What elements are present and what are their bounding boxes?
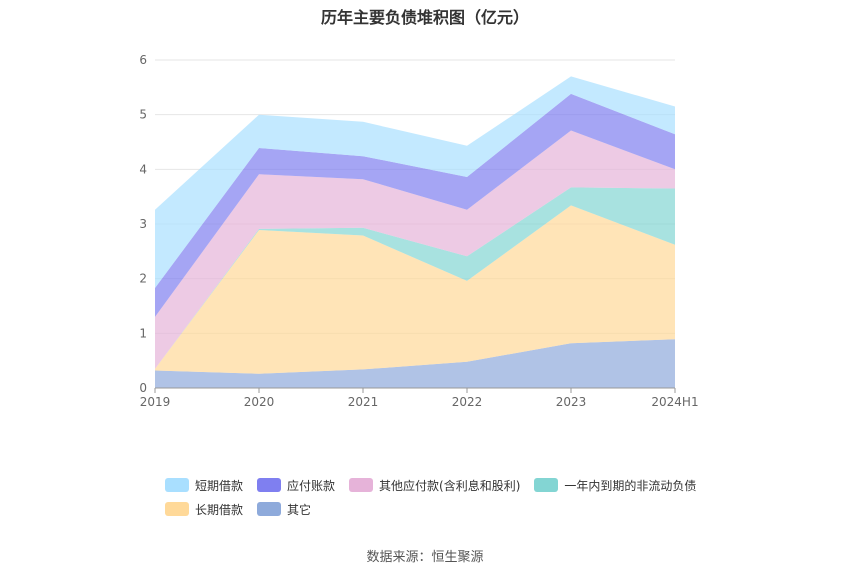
legend-item-other-payables[interactable]: 其他应付款(含利息和股利): [349, 477, 520, 494]
chart-title: 历年主要负债堆积图（亿元）: [320, 8, 529, 27]
legend-item-long-term-loan[interactable]: 长期借款: [165, 501, 243, 518]
area-series: [155, 93, 675, 317]
legend-swatch: [534, 478, 559, 492]
y-tick-label: 6: [139, 53, 147, 67]
y-tick-label: 5: [139, 108, 147, 122]
legend-item-short-term-loan[interactable]: 短期借款: [165, 477, 243, 494]
area-series: [155, 76, 675, 289]
legend-label: 其它: [287, 502, 312, 517]
x-tick-label: 2024H1: [651, 395, 698, 409]
x-tick-label: 2019: [140, 395, 171, 409]
legend: 短期借款 应付账款 其他应付款(含利息和股利) 一年内到期的非流动负债 长期借款…: [165, 473, 725, 521]
legend-swatch: [349, 478, 374, 492]
legend-item-current-noncurrent-liabilities[interactable]: 一年内到期的非流动负债: [534, 477, 696, 494]
area-series: [155, 205, 675, 374]
legend-swatch: [165, 478, 189, 492]
x-tick-label: 2021: [348, 395, 379, 409]
area-series: [155, 187, 675, 369]
area-series: [155, 130, 675, 369]
y-tick-label: 3: [139, 217, 147, 231]
y-tick-label: 2: [139, 272, 147, 286]
x-tick-label: 2023: [556, 395, 587, 409]
area-series: [155, 339, 675, 388]
legend-row-1: 短期借款 应付账款 其他应付款(含利息和股利) 一年内到期的非流动负债: [165, 473, 725, 497]
legend-swatch: [257, 478, 282, 492]
y-tick-label: 0: [139, 381, 147, 395]
legend-label: 应付账款: [287, 478, 336, 493]
y-tick-label: 4: [139, 162, 147, 176]
x-tick-label: 2020: [244, 395, 275, 409]
legend-label: 一年内到期的非流动负债: [564, 478, 697, 493]
stacked-area-chart: 0 1 2 3 4 5 6 2019 2020 2021 2022 2023 2024H1: [139, 53, 698, 409]
data-source: 数据来源：恒生聚源: [366, 550, 484, 565]
legend-label: 长期借款: [195, 502, 244, 517]
legend-row-2: 长期借款 其它: [165, 497, 725, 521]
x-tick-label: 2022: [452, 395, 483, 409]
legend-label: 其他应付款(含利息和股利): [379, 478, 521, 493]
legend-label: 短期借款: [195, 478, 244, 493]
legend-swatch: [165, 502, 189, 516]
y-tick-label: 1: [139, 326, 147, 340]
legend-swatch: [257, 502, 282, 516]
legend-item-other[interactable]: 其它: [257, 501, 311, 518]
legend-item-accounts-payable[interactable]: 应付账款: [257, 477, 335, 494]
